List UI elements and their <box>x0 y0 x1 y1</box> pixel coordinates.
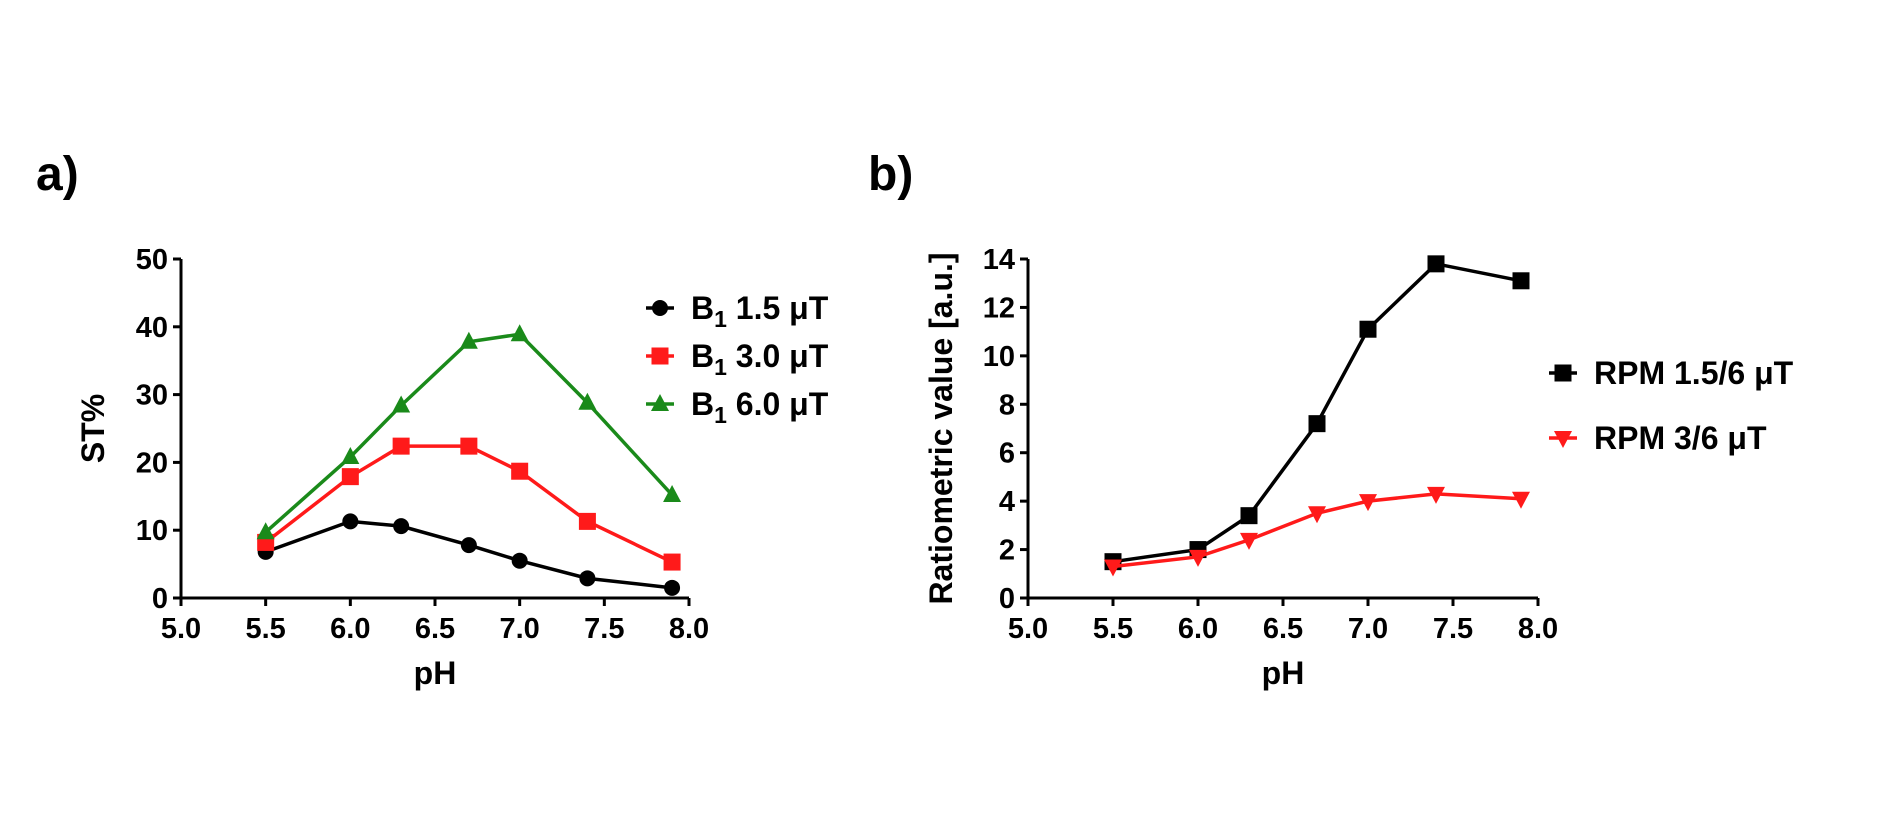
x-tick-label: 5.5 <box>1093 613 1133 645</box>
legend-label: B1 1.5 μT <box>691 290 829 332</box>
x-tick-label: 7.5 <box>584 613 624 645</box>
data-point <box>392 437 410 455</box>
legend-label: B1 3.0 μT <box>691 338 829 380</box>
y-tick-label: 30 <box>136 380 168 412</box>
x-tick-label: 7.5 <box>1433 613 1473 645</box>
x-tick-label: 5.0 <box>161 613 201 645</box>
legend-marker <box>651 394 669 411</box>
y-tick-label: 6 <box>999 438 1015 470</box>
y-axis-title: Ratiometric value [a.u.] <box>923 252 959 604</box>
chart-b: 5.0 5.5 6.0 6.5 7.0 7.5 8.0 0 2 4 6 8 10 12 14 pH Ratiom… <box>923 244 1794 691</box>
legend-label: B1 6.0 μT <box>691 386 829 428</box>
x-axis-title: pH <box>1262 655 1305 691</box>
data-point <box>1512 491 1530 509</box>
legend-marker <box>1554 364 1572 382</box>
series-1 <box>1104 255 1530 571</box>
y-tick-label: 12 <box>983 292 1015 324</box>
y-tick-label: 4 <box>999 486 1015 518</box>
data-point <box>342 513 359 530</box>
x-tick-label: 7.0 <box>500 613 540 645</box>
data-point <box>1104 559 1122 577</box>
legend-marker <box>1554 431 1572 448</box>
legend-marker <box>651 347 669 365</box>
series-1 <box>257 513 681 596</box>
y-tick-label: 2 <box>999 535 1015 567</box>
data-point <box>511 462 529 480</box>
data-point <box>1427 486 1445 504</box>
data-point <box>341 468 359 486</box>
data-point <box>1240 532 1258 550</box>
y-tick-label: 10 <box>983 341 1015 373</box>
y-axis-title: ST% <box>75 394 111 463</box>
data-point <box>663 484 682 502</box>
series-3 <box>256 324 682 540</box>
data-point <box>1512 272 1530 290</box>
data-point <box>1240 507 1258 525</box>
y-tick-label: 0 <box>152 583 168 615</box>
data-point <box>460 437 478 455</box>
series-line <box>264 332 674 534</box>
legend-entry: B1 1.5 μT <box>646 290 829 332</box>
y-tick-label: 8 <box>999 389 1015 421</box>
data-point <box>1308 506 1326 524</box>
data-point <box>511 552 528 569</box>
series-2 <box>257 437 681 571</box>
data-point <box>460 537 477 554</box>
y-tick-label: 20 <box>136 447 168 479</box>
data-point <box>510 324 529 342</box>
y-tick-label: 14 <box>983 244 1015 276</box>
legend-label: RPM 1.5/6 μT <box>1594 355 1794 391</box>
panel-b-label: b) <box>868 148 913 201</box>
legend-label: RPM 3/6 μT <box>1594 420 1767 456</box>
x-tick-label: 8.0 <box>1518 613 1558 645</box>
x-tick-label: 6.0 <box>1178 613 1218 645</box>
axes <box>1026 259 1538 600</box>
x-tick-label: 5.0 <box>1008 613 1048 645</box>
data-point <box>393 518 410 535</box>
x-axis-title: pH <box>414 655 457 691</box>
data-point <box>1427 255 1445 273</box>
panel-a-label: a) <box>36 148 79 201</box>
legend-marker <box>652 300 668 316</box>
x-tick-label: 7.0 <box>1348 613 1388 645</box>
y-tick-label: 50 <box>136 244 168 276</box>
x-tick-label: 6.5 <box>415 613 455 645</box>
series-2 <box>1104 486 1530 577</box>
data-point <box>578 392 597 410</box>
y-tick-label: 10 <box>136 515 168 547</box>
data-point <box>256 522 275 540</box>
data-point <box>1308 415 1326 433</box>
chart-a: 5.0 5.5 6.0 6.5 7.0 7.5 8.0 0 10 20 30 40 50 pH ST% B1 … <box>75 244 829 691</box>
data-point <box>663 553 681 571</box>
data-point <box>1189 549 1207 567</box>
data-point <box>579 570 596 587</box>
x-tick-label: 8.0 <box>669 613 709 645</box>
legend-entry: RPM 1.5/6 μT <box>1549 355 1794 391</box>
series-line <box>1112 492 1522 569</box>
legend-entry: B1 6.0 μT <box>646 386 829 428</box>
data-point <box>1359 494 1377 512</box>
x-tick-label: 6.0 <box>330 613 370 645</box>
data-point <box>578 512 596 530</box>
data-point <box>459 331 478 349</box>
x-tick-label: 6.5 <box>1263 613 1303 645</box>
data-point <box>392 395 411 413</box>
data-point <box>341 446 360 464</box>
legend-entry: B1 3.0 μT <box>646 338 829 380</box>
data-point <box>664 579 681 596</box>
legend-entry: RPM 3/6 μT <box>1549 420 1767 456</box>
x-tick-label: 5.5 <box>246 613 286 645</box>
y-tick-label: 0 <box>999 583 1015 615</box>
data-point <box>1359 320 1377 338</box>
y-tick-label: 40 <box>136 312 168 344</box>
